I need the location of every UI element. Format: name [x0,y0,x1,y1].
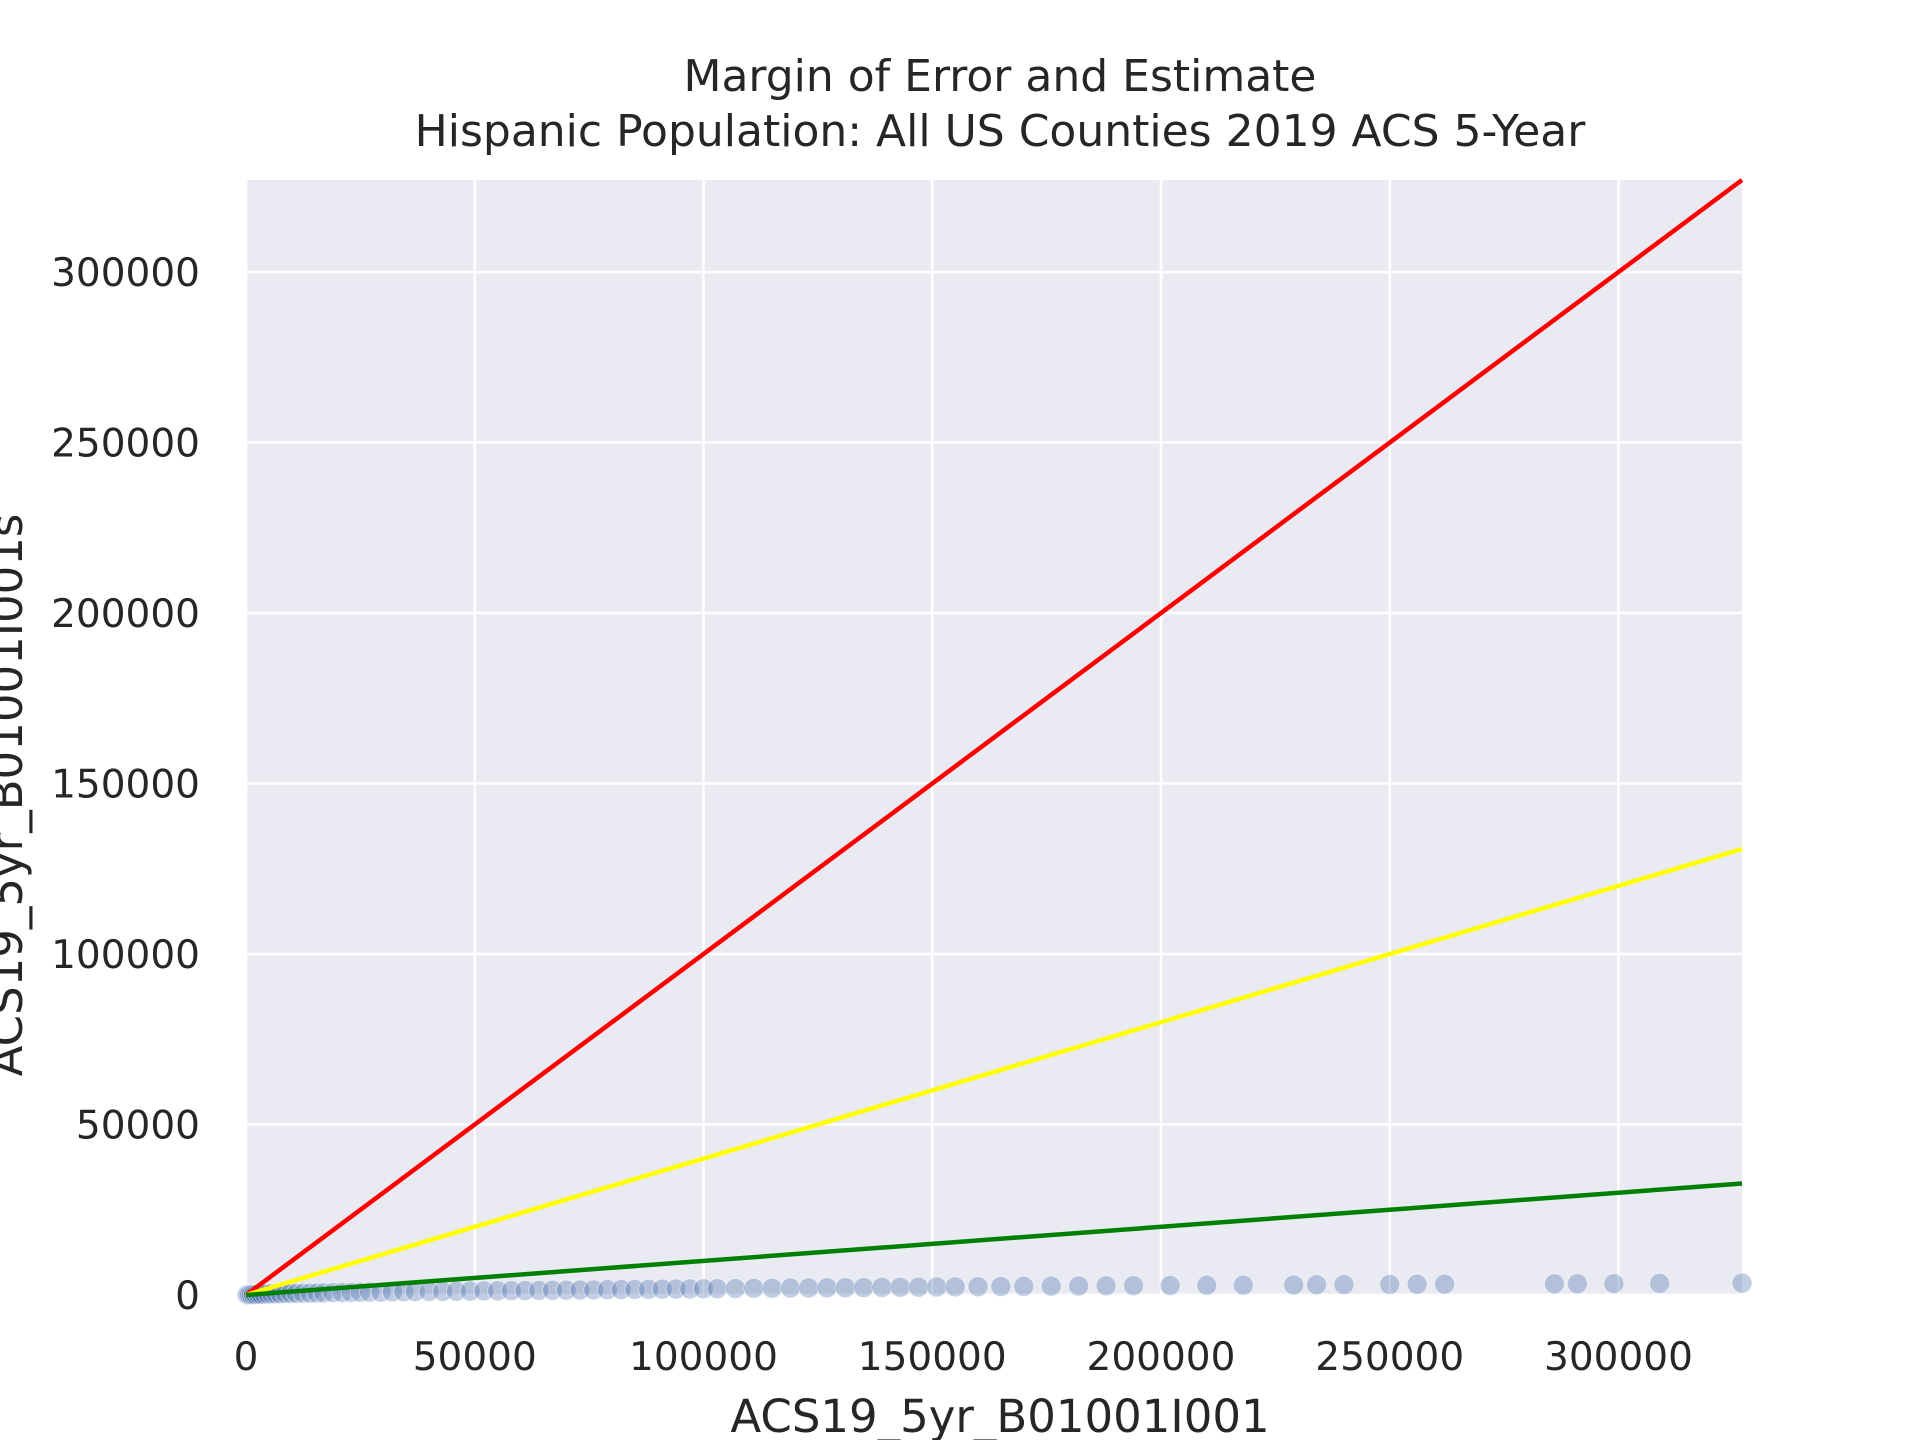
x-axis-label: ACS19_5yr_B01001I001 [730,1390,1269,1440]
reference-lines [244,178,1744,1298]
x-tick-label: 250000 [1315,1335,1464,1380]
y-tick-label: 200000 [51,592,200,637]
data-point [1283,1274,1305,1296]
data-point [1603,1273,1625,1295]
y-tick-label: 50000 [76,1104,200,1149]
data-point [944,1276,966,1298]
reference-line-2 [245,846,1743,1298]
data-point [1040,1275,1062,1297]
data-point [779,1277,801,1299]
data-point [926,1276,948,1298]
data-point [908,1276,930,1298]
x-tick-labels: 0 50000 100000 150000 200000 250000 300000 [234,1335,1693,1380]
reference-line-1 [244,178,1744,1297]
data-point [1434,1273,1456,1295]
chart-subtitle: Hispanic Population: All US Counties 201… [415,106,1587,157]
grid-lines [244,180,1742,1297]
x-tick-label: 300000 [1544,1335,1693,1380]
data-point [1543,1273,1565,1295]
data-point [761,1277,783,1299]
y-tick-label: 250000 [51,422,200,467]
data-point [1406,1273,1428,1295]
data-point [1306,1274,1328,1296]
data-point [1649,1272,1671,1294]
y-axis-label: ACS19_5yr_B01001I001s [0,514,33,1077]
data-point [871,1276,893,1298]
data-point [1068,1275,1090,1297]
data-point [967,1276,989,1298]
y-tick-label: 300000 [51,251,200,296]
data-point [1095,1275,1117,1297]
data-point [1196,1274,1218,1296]
x-tick-label: 0 [234,1335,259,1380]
y-tick-labels: 0 50000 100000 150000 200000 250000 300000 [51,251,200,1319]
chart-title: Margin of Error and Estimate [683,51,1316,102]
data-point [816,1277,838,1299]
data-point [1232,1274,1254,1296]
x-tick-label: 50000 [413,1335,537,1380]
data-point [1013,1275,1035,1297]
data-point [1731,1272,1753,1294]
data-point [990,1275,1012,1297]
data-point [853,1276,875,1298]
data-point [834,1277,856,1299]
y-tick-label: 100000 [51,933,200,978]
data-point [1333,1274,1355,1296]
y-tick-label: 0 [175,1274,200,1319]
reference-line-3 [245,1181,1743,1298]
data-point [1123,1275,1145,1297]
data-point [1566,1273,1588,1295]
data-point [798,1277,820,1299]
x-tick-label: 200000 [1087,1335,1236,1380]
data-point [743,1277,765,1299]
data-point [706,1278,728,1300]
x-tick-label: 100000 [629,1335,778,1380]
data-point [889,1276,911,1298]
x-tick-label: 150000 [858,1335,1007,1380]
data-point [725,1277,747,1299]
data-point [1159,1274,1181,1296]
y-tick-label: 150000 [51,763,200,808]
data-point [1379,1273,1401,1295]
